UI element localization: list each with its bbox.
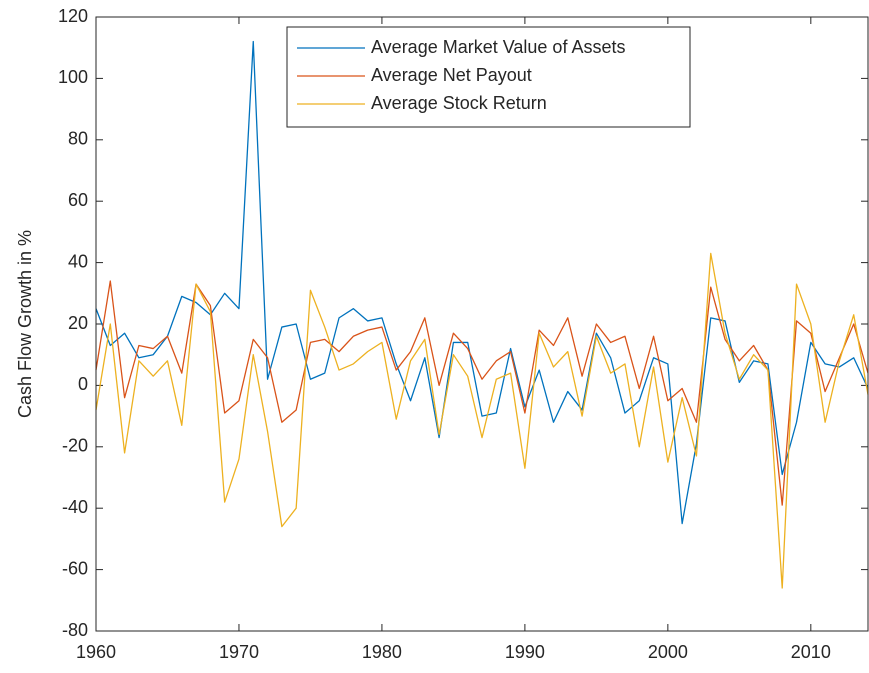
legend-label: Average Market Value of Assets [371, 37, 625, 57]
plot-frame [95, 16, 869, 632]
y-tick-label: -80 [62, 620, 88, 640]
y-tick-label: 0 [78, 374, 88, 394]
x-tick-label: 2000 [648, 642, 688, 662]
y-tick-label: 80 [68, 129, 88, 149]
x-tick-label: 1990 [505, 642, 545, 662]
y-tick-label: -20 [62, 436, 88, 456]
y-tick-label: -60 [62, 558, 88, 578]
x-tick-label: 1960 [76, 642, 116, 662]
legend-box [286, 26, 691, 128]
data-line [95, 280, 869, 506]
data-line [95, 40, 869, 525]
y-tick-label: 20 [68, 313, 88, 333]
y-tick-label: 120 [58, 6, 88, 26]
x-tick-label: 1970 [219, 642, 259, 662]
data-line [95, 252, 869, 589]
y-axis-label: Cash Flow Growth in % [15, 230, 35, 418]
y-tick-label: 60 [68, 190, 88, 210]
legend-label: Average Net Payout [371, 65, 532, 85]
x-tick-label: 2010 [791, 642, 831, 662]
y-tick-label: -40 [62, 497, 88, 517]
y-tick-label: 100 [58, 67, 88, 87]
x-tick-label: 1980 [362, 642, 402, 662]
y-tick-label: 40 [68, 251, 88, 271]
legend-label: Average Stock Return [371, 93, 547, 113]
